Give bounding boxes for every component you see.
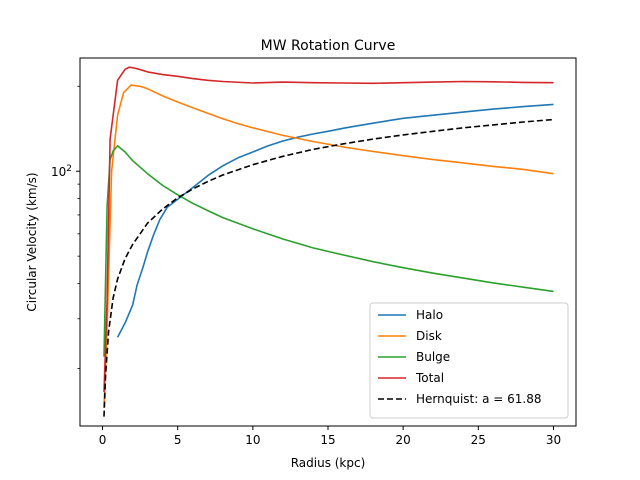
legend-label: Hernquist: a = 61.88 — [416, 392, 542, 406]
x-axis-ticks: 0 5 10 15 20 25 30 — [99, 426, 561, 447]
series-lines — [103, 66, 554, 417]
series-line-3 — [103, 66, 554, 393]
x-tick-label: 15 — [320, 433, 335, 447]
y-axis-ticks — [76, 85, 80, 369]
legend-box — [369, 302, 569, 419]
series-line-2 — [103, 145, 554, 357]
legend-label: Halo — [416, 308, 443, 322]
y-tick-label-exponent: 2 — [66, 164, 72, 174]
legend-label: Bulge — [416, 350, 450, 364]
series-line-1 — [103, 84, 554, 408]
y-axis-title: Circular Velocity (km/s) — [25, 172, 39, 311]
legend-label: Total — [415, 371, 444, 385]
x-tick-label: 25 — [471, 433, 486, 447]
chart-title: MW Rotation Curve — [261, 38, 396, 54]
series-line-4 — [103, 118, 554, 417]
legend: Halo Disk Bulge Total Hernquist: a = 61.88 — [369, 302, 569, 419]
x-tick-label: 5 — [174, 433, 182, 447]
series-line-0 — [116, 103, 554, 338]
y-tick-label-base: 10 — [51, 165, 66, 179]
x-tick-label: 20 — [396, 433, 411, 447]
x-tick-label: 10 — [245, 433, 260, 447]
x-axis-title: Radius (kpc) — [291, 456, 366, 470]
legend-label: Disk — [416, 329, 442, 343]
x-tick-label: 30 — [546, 433, 561, 447]
x-tick-label: 0 — [99, 433, 107, 447]
y-tick-label-major: 102 — [51, 164, 72, 179]
